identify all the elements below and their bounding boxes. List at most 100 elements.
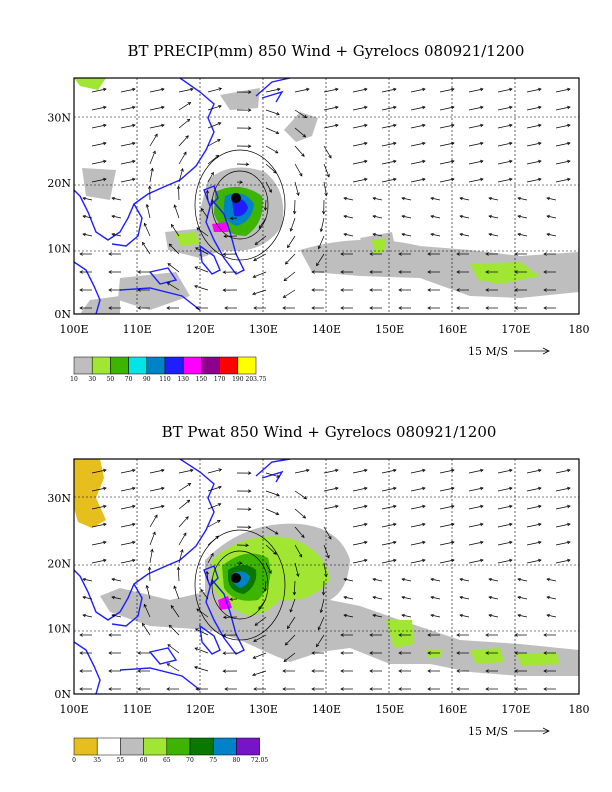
wind-vector-head: [154, 133, 158, 138]
wind-vector-head: [567, 177, 571, 182]
wind-vector-head: [301, 153, 305, 157]
precip-vector-scale-label: 15 M/S: [468, 345, 508, 358]
precip-gyre-circulation: [194, 149, 286, 261]
wind-vector: [82, 596, 93, 600]
wind-vector-head: [286, 625, 291, 630]
wind-vector-head: [296, 192, 300, 196]
wind-vector-head: [282, 687, 286, 691]
wind-vector: [318, 235, 325, 249]
wind-vector-head: [480, 123, 484, 128]
wind-vector: [401, 197, 412, 201]
wind-vector: [200, 208, 209, 219]
wind-vector-head: [372, 196, 376, 201]
wind-vector-head: [194, 628, 199, 632]
wind-vector-head: [195, 687, 199, 691]
wind-vector: [294, 490, 307, 500]
wind-vector-head: [166, 306, 170, 310]
wind-vector-head: [480, 504, 484, 509]
wind-vector-head: [316, 643, 320, 648]
wind-vector: [144, 223, 151, 237]
wind-vector: [253, 634, 267, 642]
wind-vector-head: [276, 474, 281, 478]
wind-vector-head: [514, 306, 518, 310]
wind-vector: [91, 505, 107, 510]
wind-vector: [497, 523, 513, 528]
wind-vector-head: [456, 687, 460, 691]
wind-vector-head: [111, 232, 115, 237]
wind-vector: [320, 217, 325, 232]
wind-vector: [546, 233, 557, 237]
colorbar-swatch: [164, 356, 184, 375]
wind-vector: [91, 124, 107, 129]
wind-vector: [111, 233, 122, 237]
wind-vector-head: [194, 266, 199, 270]
colorbar-swatch: [73, 737, 98, 756]
wind-vector: [120, 142, 136, 147]
wind-vector: [290, 217, 296, 232]
wind-vector-head: [108, 669, 112, 673]
wind-vector: [352, 523, 368, 528]
wind-vector: [91, 559, 107, 564]
wind-vector: [401, 578, 412, 582]
wind-vector: [430, 233, 441, 237]
wind-vector-head: [268, 570, 272, 574]
wind-vector-head: [422, 105, 426, 110]
wind-vector-head: [485, 252, 489, 256]
wind-vector-head: [195, 306, 199, 310]
wind-vector: [468, 487, 484, 492]
wind-vector-head: [180, 548, 184, 553]
colorbar-label: 65: [163, 757, 171, 764]
x-tick-label: 170E: [501, 703, 530, 716]
wind-vector: [497, 487, 513, 492]
wind-vector: [294, 526, 305, 538]
colorbar-swatch: [120, 737, 144, 756]
wind-vector: [166, 663, 180, 672]
wind-vector: [343, 614, 354, 618]
wind-vector-head: [223, 234, 227, 239]
wind-vector-head: [194, 647, 199, 651]
wind-vector-head: [451, 558, 455, 563]
wind-vector-head: [282, 306, 286, 310]
wind-vector-head: [543, 252, 547, 256]
wind-vector-head: [222, 615, 227, 620]
pwat-map-area: [74, 459, 579, 694]
y-tick-label: 30N: [47, 492, 71, 505]
wind-vector: [488, 233, 499, 237]
wind-vector: [546, 578, 557, 582]
pwat-gyre-circulation: [194, 529, 286, 641]
wind-vector-head: [252, 274, 257, 278]
wind-vector-head: [546, 232, 550, 237]
wind-vector-head: [218, 485, 222, 490]
wind-vector-head: [480, 141, 484, 146]
wind-vector: [439, 142, 455, 147]
wind-vector-head: [317, 245, 322, 250]
wind-vector: [207, 469, 222, 474]
wind-vector: [439, 124, 455, 129]
wind-vector-head: [364, 159, 368, 164]
wind-vector-head: [398, 633, 402, 637]
wind-vector-head: [369, 288, 373, 292]
precip-x-axis: 100E 110E 120E 130E 140E 150E 160E 170E 180: [59, 323, 589, 336]
wind-vector-head: [111, 577, 115, 582]
wind-vector-head: [282, 294, 287, 298]
wind-vector-head: [456, 270, 460, 274]
wind-vector-head: [509, 486, 513, 491]
wind-vector-head: [372, 595, 376, 600]
wind-vector: [323, 145, 332, 159]
wind-vector-head: [247, 144, 252, 148]
wind-vector-head: [218, 104, 222, 109]
wind-vector-head: [183, 151, 187, 156]
wind-vector: [468, 106, 484, 111]
wind-vector-head: [514, 270, 518, 274]
wind-vector-head: [142, 241, 146, 246]
wind-vector-head: [456, 306, 460, 310]
wind-vector-head: [422, 540, 426, 545]
wind-vector-head: [324, 573, 328, 578]
wind-vector: [468, 505, 484, 510]
precip-coastlines: [74, 78, 291, 314]
wind-vector: [149, 487, 165, 492]
wind-vector-head: [274, 150, 279, 154]
wind-vector-head: [567, 486, 571, 491]
wind-vector-head: [393, 468, 397, 473]
wind-vector-head: [161, 486, 165, 491]
